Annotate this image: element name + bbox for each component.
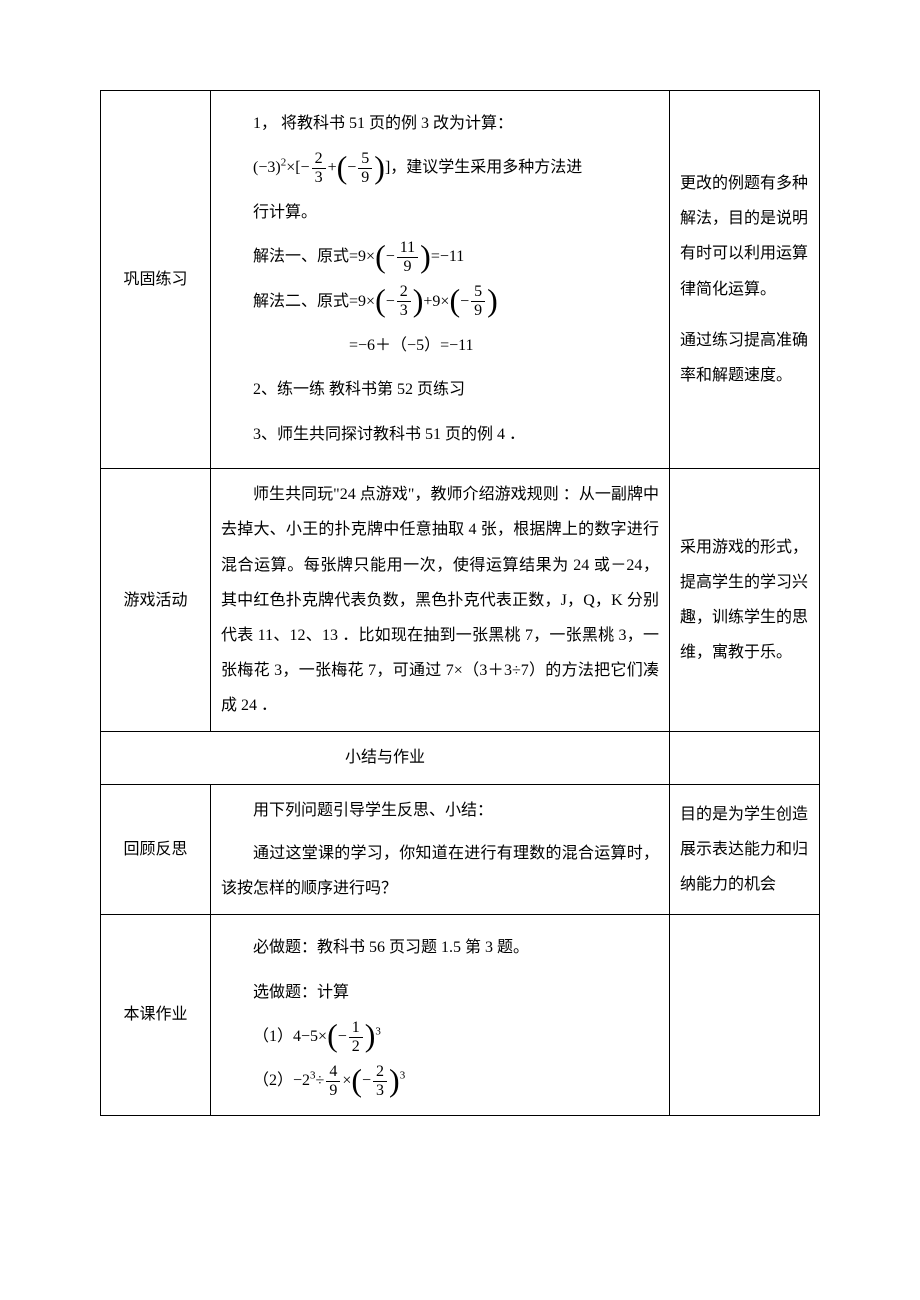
notes-text: 更改的例题有多种解法，目的是说明有时可以利用运算律简化运算。 — [680, 166, 809, 307]
right-paren-icon: ) — [413, 284, 424, 316]
left-paren-icon: ( — [351, 1064, 362, 1096]
solution-2-line2: =−6＋（−5）=−11 — [221, 327, 659, 365]
reflect-p2: 通过这堂课的学习，你知道在进行有理数的混合运算时，该按怎样的顺序进行吗？ — [221, 836, 659, 906]
right-paren-icon: ) — [389, 1064, 400, 1096]
section-label: 巩固练习 — [101, 91, 211, 469]
homework-content: 必做题：教科书 56 页习题 1.5 第 3 题。 选做题：计算 （1）4−5×… — [211, 915, 670, 1116]
math-expression: (−3)2×[−23+(−59)]，建议学生采用多种方法进 — [221, 149, 659, 187]
table-row: 游戏活动 师生共同玩"24 点游戏"，教师介绍游戏规则 ：从一副牌中去掉大、小王… — [101, 469, 820, 732]
left-paren-icon: ( — [327, 1019, 338, 1051]
table-row: 巩固练习 1， 将教科书 51 页的例 3 改为计算： (−3)2×[−23+(… — [101, 91, 820, 469]
game-text: 师生共同玩"24 点游戏"，教师介绍游戏规则 ：从一副牌中去掉大、小王的扑克牌中… — [221, 477, 659, 723]
text-line: 3、师生共同探讨教科书 51 页的例 4 ． — [221, 416, 659, 454]
left-paren-icon: ( — [375, 284, 386, 316]
text-line: 行计算。 — [221, 194, 659, 232]
practice-content: 1， 将教科书 51 页的例 3 改为计算： (−3)2×[−23+(−59)]… — [211, 91, 670, 469]
hw-line: 必做题：教科书 56 页习题 1.5 第 3 题。 — [221, 929, 659, 967]
right-paren-icon: ) — [365, 1019, 376, 1051]
lesson-plan-table: 巩固练习 1， 将教科书 51 页的例 3 改为计算： (−3)2×[−23+(… — [100, 90, 820, 1116]
section-label: 本课作业 — [101, 915, 211, 1116]
notes-text: 通过练习提高准确率和解题速度。 — [680, 323, 809, 393]
empty-cell — [670, 732, 820, 784]
hw-q1: （1）4−5×(−12)3 — [221, 1018, 659, 1056]
reflect-notes: 目的是为学生创造展示表达能力和归纳能力的机会 — [670, 784, 820, 915]
table-row: 本课作业 必做题：教科书 56 页习题 1.5 第 3 题。 选做题：计算 （1… — [101, 915, 820, 1116]
table-row: 小结与作业 — [101, 732, 820, 784]
game-content: 师生共同玩"24 点游戏"，教师介绍游戏规则 ：从一副牌中去掉大、小王的扑克牌中… — [211, 469, 670, 732]
reflect-p1: 用下列问题引导学生反思、小结： — [221, 793, 659, 828]
left-paren-icon: ( — [337, 151, 348, 183]
game-notes: 采用游戏的形式，提高学生的学习兴趣，训练学生的思维，寓教于乐。 — [670, 469, 820, 732]
left-paren-icon: ( — [375, 240, 386, 272]
left-paren-icon: ( — [449, 284, 460, 316]
hw-q2: （2）−23÷49×(−23)3 — [221, 1062, 659, 1100]
right-paren-icon: ) — [420, 240, 431, 272]
right-paren-icon: ) — [374, 151, 385, 183]
right-paren-icon: ) — [487, 284, 498, 316]
hw-line: 选做题：计算 — [221, 974, 659, 1012]
section-label: 回顾反思 — [101, 784, 211, 915]
text-line: 1， 将教科书 51 页的例 3 改为计算： — [221, 105, 659, 143]
section-label: 游戏活动 — [101, 469, 211, 732]
practice-notes: 更改的例题有多种解法，目的是说明有时可以利用运算律简化运算。 通过练习提高准确率… — [670, 91, 820, 469]
text-line: 2、练一练 教科书第 52 页练习 — [221, 371, 659, 409]
table-row: 回顾反思 用下列问题引导学生反思、小结： 通过这堂课的学习，你知道在进行有理数的… — [101, 784, 820, 915]
solution-2: 解法二、原式=9×(−23)+9×(−59) — [221, 283, 659, 321]
reflect-content: 用下列问题引导学生反思、小结： 通过这堂课的学习，你知道在进行有理数的混合运算时… — [211, 784, 670, 915]
solution-1: 解法一、原式=9×(−119)=−11 — [221, 238, 659, 276]
summary-header: 小结与作业 — [101, 732, 670, 784]
empty-cell — [670, 915, 820, 1116]
